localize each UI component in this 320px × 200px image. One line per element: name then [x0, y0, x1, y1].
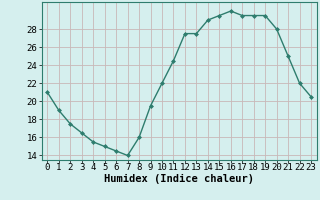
- X-axis label: Humidex (Indice chaleur): Humidex (Indice chaleur): [104, 174, 254, 184]
